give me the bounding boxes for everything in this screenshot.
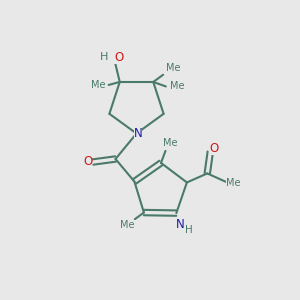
Text: Me: Me bbox=[170, 81, 184, 92]
Text: Me: Me bbox=[119, 220, 134, 230]
Text: H: H bbox=[100, 52, 108, 62]
Text: H: H bbox=[185, 225, 193, 235]
Text: O: O bbox=[209, 142, 218, 155]
Text: N: N bbox=[134, 127, 142, 140]
Text: Me: Me bbox=[163, 138, 177, 148]
Text: O: O bbox=[83, 155, 92, 169]
Text: N: N bbox=[176, 218, 184, 231]
Text: Me: Me bbox=[166, 63, 180, 73]
Text: O: O bbox=[114, 51, 124, 64]
Text: Me: Me bbox=[226, 178, 241, 188]
Text: Me: Me bbox=[92, 80, 106, 90]
